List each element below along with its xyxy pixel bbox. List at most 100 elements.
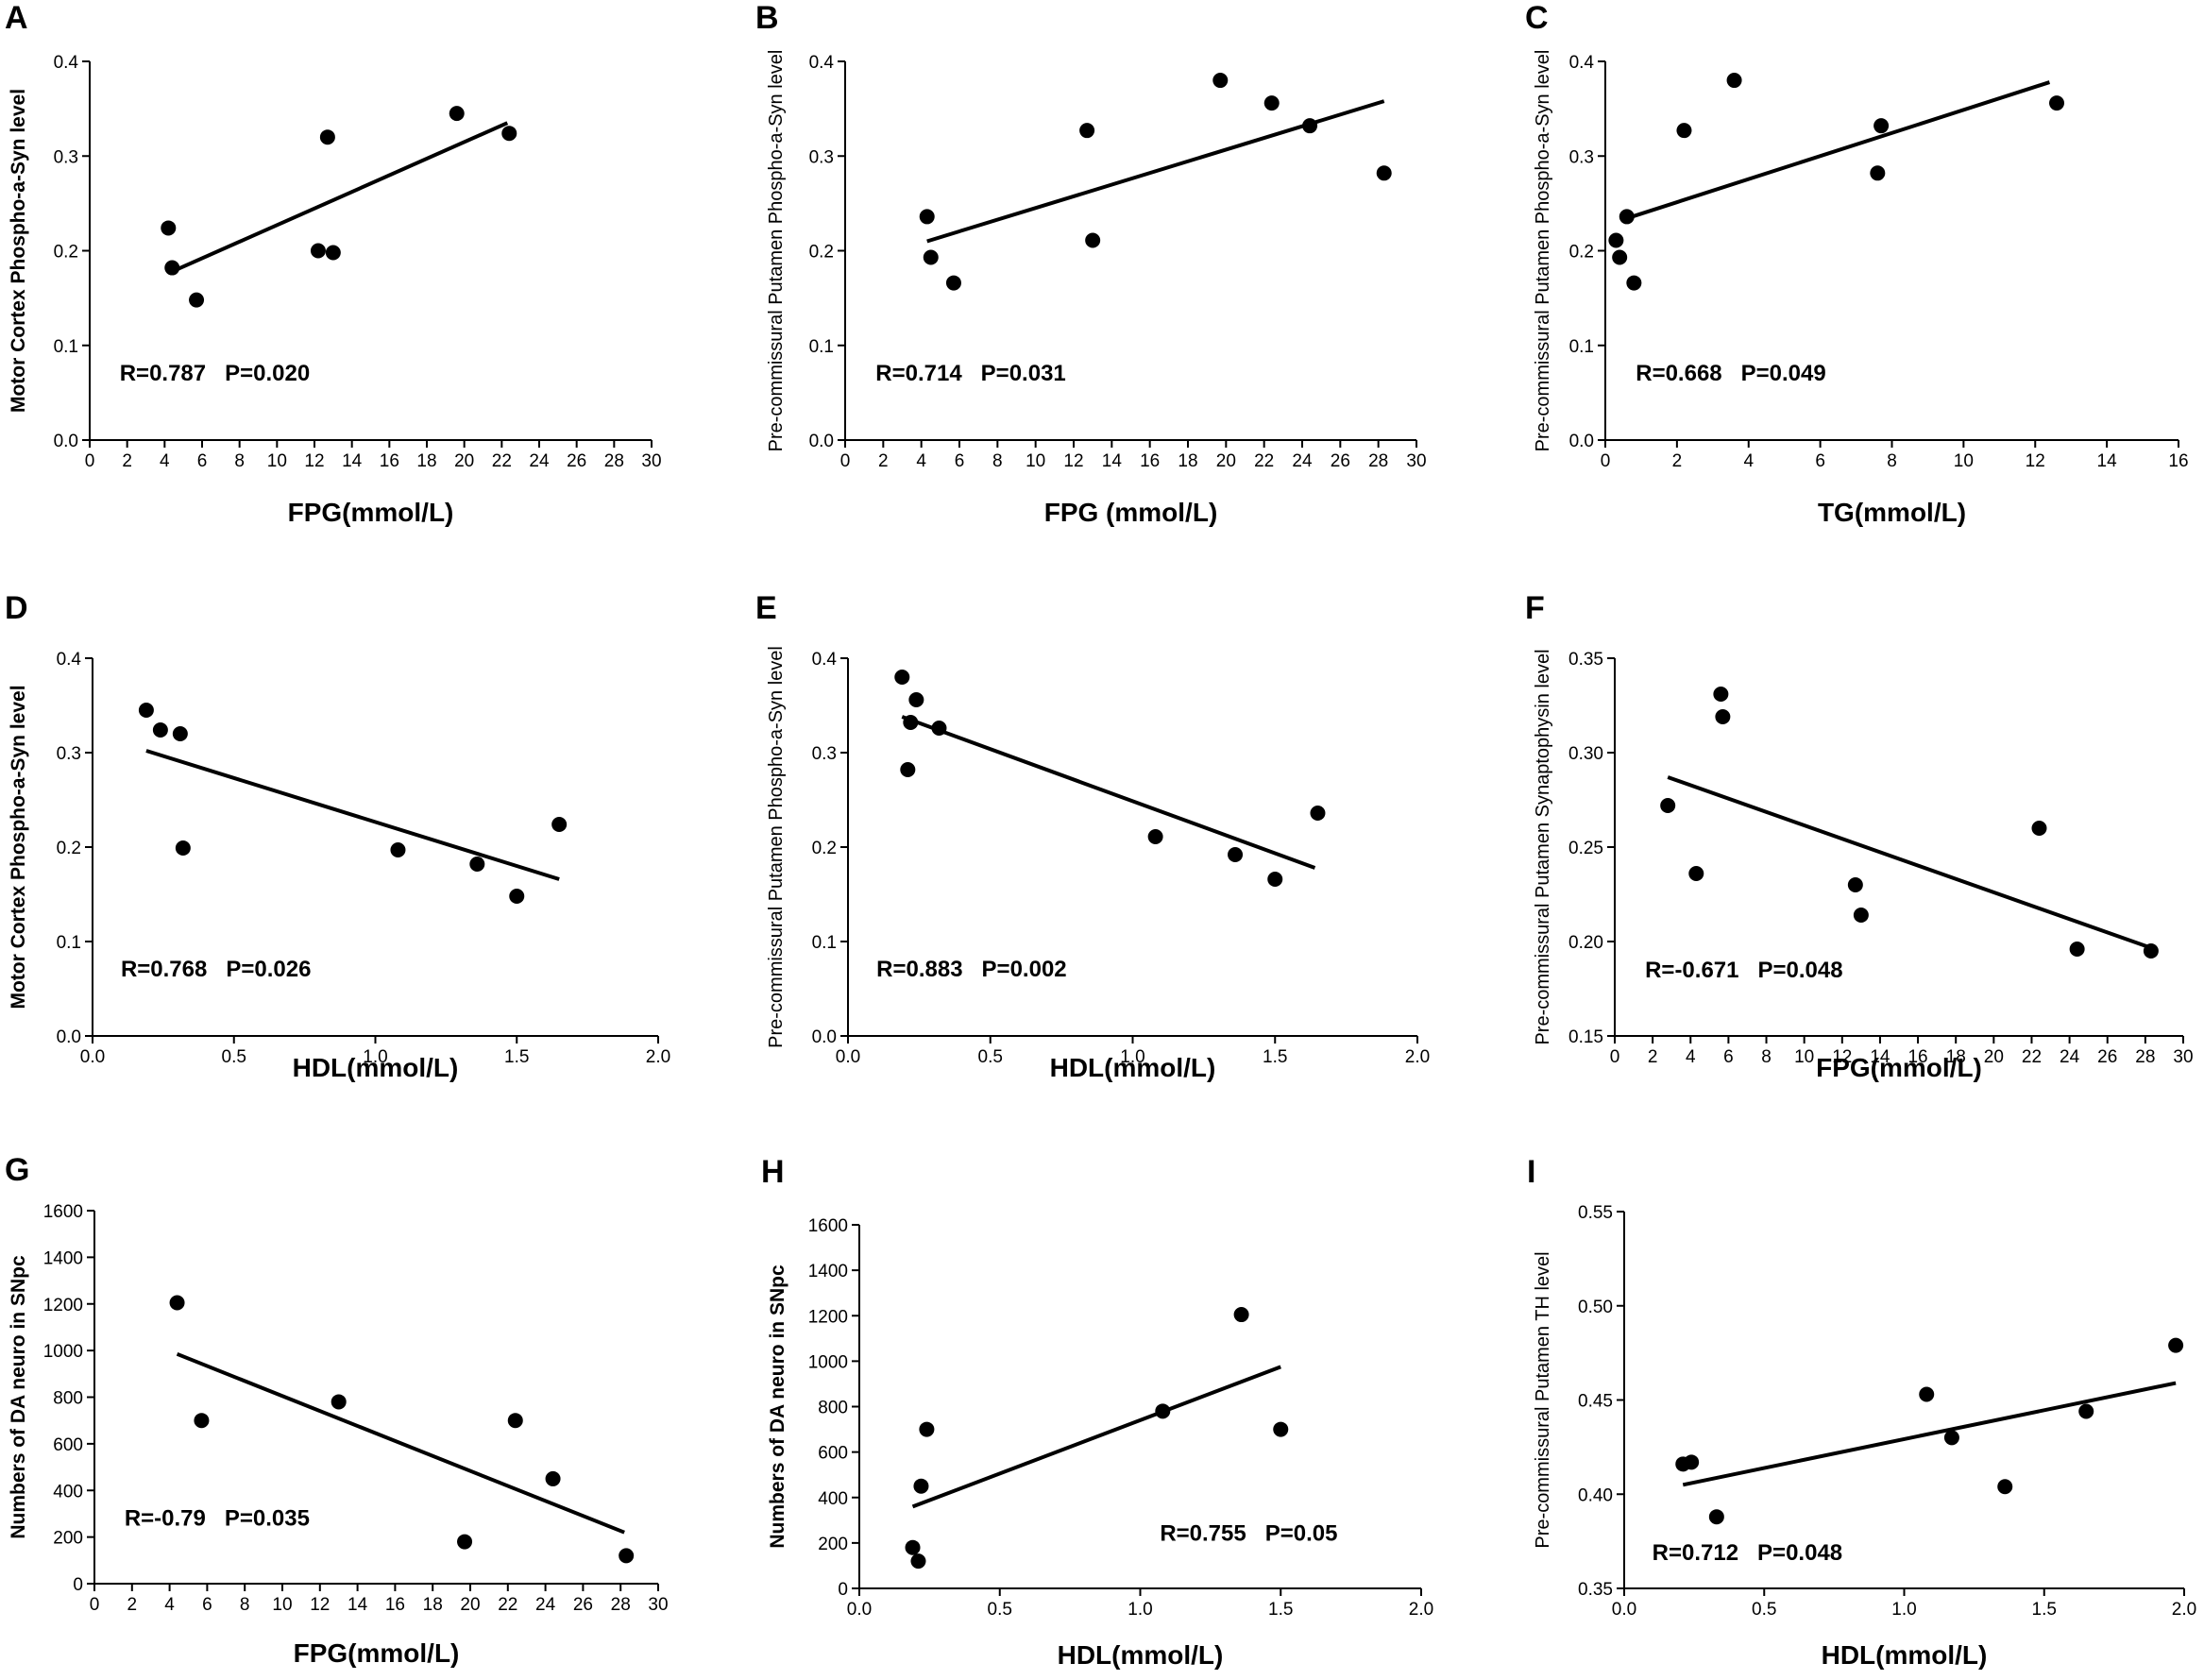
y-tick-label: 0.1 <box>809 337 834 357</box>
x-tick-label: 22 <box>2022 1047 2042 1067</box>
x-tick-label: 10 <box>267 451 287 471</box>
data-point <box>319 129 335 145</box>
panel-letter: D <box>5 590 28 626</box>
y-tick-label: 0.4 <box>809 53 835 73</box>
data-point <box>1660 798 1676 813</box>
panel-letter: E <box>755 590 777 626</box>
y-tick-label: 1200 <box>43 1296 83 1315</box>
y-tick-label: 0.4 <box>54 53 79 73</box>
x-tick-label: 26 <box>567 451 586 471</box>
x-tick-label: 0.5 <box>978 1047 1003 1067</box>
y-tick-label: 0 <box>73 1575 83 1595</box>
data-point <box>1608 232 1624 248</box>
x-tick-label: 6 <box>197 451 208 471</box>
y-tick-label: 0.4 <box>57 650 82 670</box>
y-tick-label: 0.45 <box>1578 1392 1613 1412</box>
x-tick-label: 6 <box>955 451 965 471</box>
panel-letter: B <box>755 0 779 36</box>
x-tick-label: 22 <box>492 451 512 471</box>
data-point <box>1233 1307 1249 1323</box>
x-tick-label: 14 <box>1870 1047 1890 1067</box>
y-tick-label: 0.30 <box>1568 744 1603 764</box>
data-point <box>2143 943 2159 959</box>
y-tick-label: 800 <box>818 1399 848 1418</box>
x-tick-label: 22 <box>498 1595 517 1615</box>
x-tick-label: 8 <box>234 451 245 471</box>
y-tick-label: 0.55 <box>1578 1203 1613 1223</box>
x-tick-label: 14 <box>348 1595 368 1615</box>
data-point <box>138 703 154 718</box>
data-point <box>900 762 916 777</box>
x-tick-label: 8 <box>1887 451 1897 471</box>
data-point <box>908 692 924 707</box>
x-tick-label: 2 <box>122 451 132 471</box>
x-tick-label: 18 <box>1178 451 1197 471</box>
x-tick-label: 18 <box>423 1595 443 1615</box>
panel-d: D Motor Cortex Phospho-a-Syn level HDL(m… <box>5 590 670 1082</box>
data-point <box>390 842 406 857</box>
data-point <box>545 1470 561 1486</box>
data-point <box>1870 165 1886 181</box>
x-tick-label: 0.0 <box>847 1600 872 1620</box>
data-point <box>1708 1509 1724 1525</box>
y-tick-label: 0.25 <box>1568 839 1603 858</box>
y-tick-label: 1000 <box>43 1342 83 1362</box>
data-point <box>2069 942 2085 957</box>
regression-line <box>1682 1381 2177 1487</box>
x-tick-label: 0 <box>840 451 851 471</box>
y-tick-label: 1200 <box>808 1307 848 1327</box>
y-tick-label: 0.0 <box>809 432 834 451</box>
panel-h: H Numbers of DA neuro in SNpc HDL(mmol/L… <box>761 1154 1433 1670</box>
data-point <box>910 1553 926 1570</box>
data-point <box>1676 123 1692 139</box>
data-point <box>1228 847 1244 862</box>
regression-line <box>176 1351 625 1535</box>
data-point <box>172 726 188 741</box>
y-axis-title: Pre-commissural Putamen TH level <box>1533 1251 1553 1548</box>
x-axis-title: FPG (mmol/L) <box>1044 498 1218 527</box>
data-point <box>1873 118 1890 134</box>
panel-c: C Pre-commissural Putamen Phospho-a-Syn … <box>1525 0 2189 527</box>
y-tick-label: 200 <box>818 1535 848 1554</box>
y-tick-label: 0.35 <box>1578 1580 1613 1600</box>
data-point <box>1919 1386 1935 1402</box>
x-tick-label: 0.0 <box>80 1047 105 1067</box>
y-tick-label: 0.2 <box>809 243 834 263</box>
data-point <box>331 1394 347 1410</box>
x-tick-label: 16 <box>385 1595 405 1615</box>
x-tick-label: 2.0 <box>1405 1047 1430 1067</box>
x-tick-label: 20 <box>1984 1047 2004 1067</box>
data-point <box>894 670 910 685</box>
data-point <box>1376 165 1392 181</box>
data-point <box>1212 73 1229 89</box>
y-axis-title: Numbers of DA neuro in SNpc <box>767 1264 788 1549</box>
panel-letter: H <box>761 1154 785 1190</box>
x-tick-label: 16 <box>380 451 399 471</box>
data-point <box>509 889 525 904</box>
y-tick-label: 600 <box>818 1444 848 1464</box>
data-point <box>1155 1403 1171 1419</box>
x-tick-label: 30 <box>648 1595 668 1615</box>
regression-line <box>171 121 509 274</box>
y-tick-label: 800 <box>53 1389 83 1409</box>
x-tick-label: 6 <box>1723 1047 1734 1067</box>
data-point <box>457 1534 473 1550</box>
x-axis-title: FPG(mmol/L) <box>288 498 454 527</box>
x-tick-label: 10 <box>1026 451 1045 471</box>
y-tick-label: 1600 <box>43 1202 83 1222</box>
y-tick-label: 0.4 <box>812 650 838 670</box>
panel-g: G Numbers of DA neuro in SNpc FPG(mmol/L… <box>5 1152 669 1668</box>
x-tick-label: 0 <box>90 1595 100 1615</box>
x-axis-title: HDL(mmol/L) <box>1058 1640 1224 1670</box>
y-axis-title: Pre-commissural Putamen Phospho-a-Syn le… <box>766 646 787 1048</box>
data-point <box>152 722 168 738</box>
y-tick-label: 0.40 <box>1578 1485 1613 1505</box>
x-axis-title: FPG(mmol/L) <box>294 1638 460 1668</box>
data-point <box>2168 1337 2184 1353</box>
x-tick-label: 1.5 <box>1268 1600 1293 1620</box>
x-tick-label: 20 <box>454 451 474 471</box>
x-tick-label: 8 <box>1761 1047 1772 1067</box>
x-tick-label: 14 <box>2097 451 2118 471</box>
x-tick-label: 26 <box>1331 451 1350 471</box>
